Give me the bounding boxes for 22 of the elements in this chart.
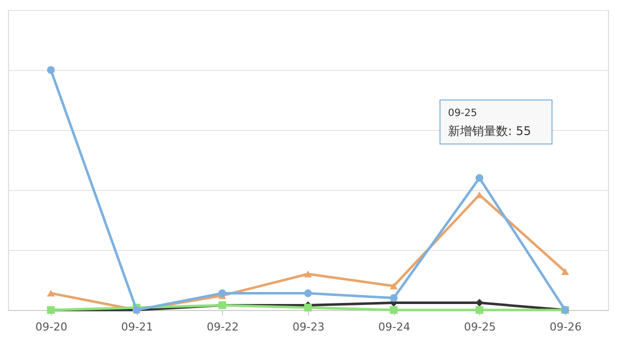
x-tick-label: 09-23	[292, 320, 324, 334]
point	[46, 290, 55, 297]
annotation: 新增销量数: 55	[448, 124, 532, 138]
point	[390, 294, 398, 302]
point	[304, 304, 312, 312]
point	[304, 270, 312, 278]
x-tick-label: 09-26	[550, 320, 582, 334]
point	[476, 306, 484, 314]
point	[390, 282, 398, 290]
point	[218, 289, 226, 298]
x-tick-label: 09-22	[206, 320, 239, 334]
point	[304, 289, 312, 298]
point	[46, 66, 55, 74]
point	[561, 268, 570, 275]
x-tick-label: 09-20	[35, 320, 68, 334]
x-tick-label: 09-24	[378, 320, 410, 334]
point	[390, 306, 398, 314]
x-tick-label: 09-21	[121, 320, 154, 334]
annotation: 09-25	[448, 108, 478, 119]
point	[476, 298, 484, 307]
point	[476, 174, 484, 182]
x-tick-label: 09-25	[464, 320, 496, 334]
